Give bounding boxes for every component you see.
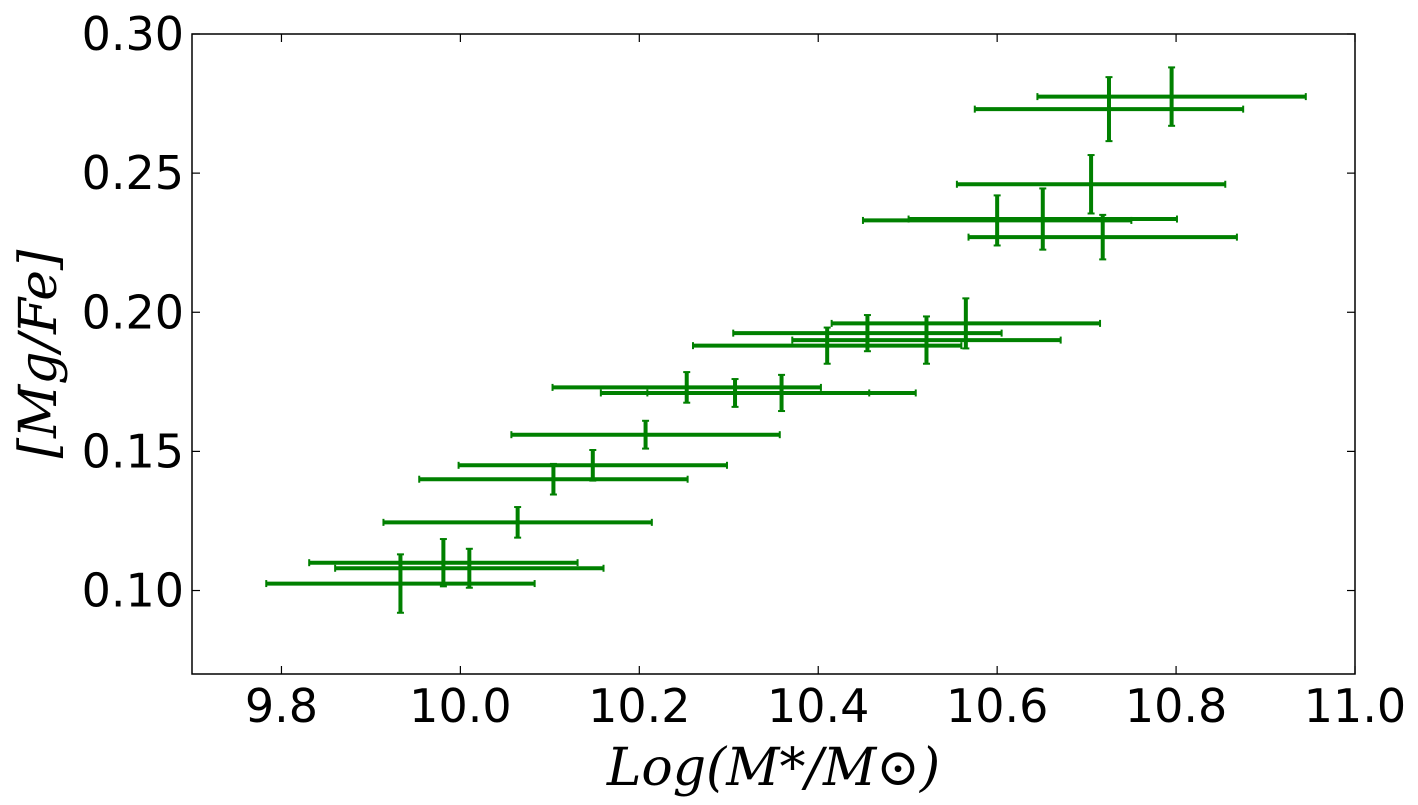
x-tick-label: 11.0 [1304, 679, 1406, 733]
error-bar-point [510, 419, 781, 450]
axis-ticks [192, 33, 1356, 674]
x-tick-label: 10.0 [409, 679, 511, 733]
error-bar-point [907, 187, 1178, 251]
y-tick-labels: 0.10 0.15 0.20 0.25 0.30 [82, 7, 184, 618]
x-tick-label: 10.2 [588, 679, 690, 733]
error-bar-point [334, 547, 605, 589]
y-tick-label: 0.20 [82, 285, 184, 339]
y-tick-label: 0.25 [82, 146, 184, 200]
error-bar-point [457, 449, 728, 482]
error-bar-point [967, 213, 1238, 261]
error-bar-point [1036, 66, 1307, 127]
x-tick-label: 9.8 [245, 679, 318, 733]
y-tick-label: 0.10 [82, 564, 184, 618]
data-marks [265, 66, 1307, 614]
plot-frame [191, 33, 1356, 675]
error-bar-point [382, 506, 653, 539]
x-tick-label: 10.8 [1125, 679, 1227, 733]
error-bar-point [551, 371, 822, 404]
y-axis-label: [Mg/Fe] [9, 249, 69, 458]
error-bar-point [732, 314, 1003, 353]
x-axis-label: Log(M*/M⊙) [606, 738, 940, 798]
error-bar-point [973, 76, 1245, 143]
y-tick-label: 0.15 [82, 424, 184, 478]
error-bar-point [646, 373, 917, 413]
error-bar-point [955, 154, 1227, 215]
y-tick-label: 0.30 [82, 7, 184, 61]
error-bar-point [308, 538, 579, 588]
x-tick-label: 10.4 [767, 679, 869, 733]
error-bar-point [830, 297, 1102, 350]
x-tick-labels: 9.8 10.0 10.2 10.4 10.6 10.8 11.0 [245, 679, 1406, 733]
x-tick-label: 10.6 [946, 679, 1048, 733]
